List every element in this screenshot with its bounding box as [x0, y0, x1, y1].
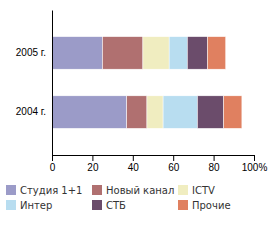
- legend-item: СТБ: [92, 200, 126, 211]
- bar: [197, 96, 223, 129]
- tick: 40: [128, 155, 140, 173]
- legend-item: Прочие: [178, 200, 231, 211]
- tick: 60: [168, 155, 180, 173]
- tick-mark: [254, 155, 255, 161]
- legend-label: Новый канал: [106, 185, 174, 196]
- bar: [103, 37, 143, 70]
- tick-label: 80: [209, 162, 221, 173]
- series: [103, 37, 147, 129]
- tick: 80: [209, 155, 221, 173]
- bar: [208, 37, 226, 70]
- y-axis: 2004 г. 2005 г.: [16, 11, 53, 156]
- tick-mark: [92, 155, 93, 161]
- tick-mark: [133, 155, 134, 161]
- bar: [147, 96, 163, 129]
- tick: 2005 г.: [16, 47, 46, 58]
- bar: [187, 37, 207, 70]
- tick-label: 2004 г.: [16, 106, 46, 117]
- legend-swatch: [6, 185, 16, 195]
- tick-label: 60: [168, 162, 180, 173]
- tick-label: 2005 г.: [16, 47, 46, 58]
- legend-swatch: [178, 200, 188, 210]
- tick-label: 40: [128, 162, 140, 173]
- tick: 0: [50, 155, 56, 173]
- axis-line: [53, 156, 255, 162]
- legend-label: СТБ: [106, 200, 126, 211]
- legend-item: Новый канал: [92, 185, 174, 196]
- bar: [52, 37, 103, 70]
- legend-swatch: [92, 200, 102, 210]
- legend-item: Студия 1+1: [6, 185, 82, 196]
- bars: [52, 37, 242, 129]
- tick-label: 0: [50, 162, 56, 173]
- legend-swatch: [6, 200, 16, 210]
- bar: [169, 37, 187, 70]
- axis-line: [52, 11, 53, 156]
- tick: 100%: [242, 155, 268, 173]
- tick-mark: [214, 155, 215, 161]
- legend-swatch: [178, 185, 188, 195]
- legend-label: Интер: [20, 200, 52, 211]
- bar: [143, 37, 169, 70]
- tick-label: 20: [87, 162, 99, 173]
- x-axis: 0 20 40 60 80 100%: [50, 155, 268, 173]
- tick-label: 100%: [242, 162, 268, 173]
- legend-label: Студия 1+1: [20, 185, 82, 196]
- series: [208, 37, 242, 129]
- tick-mark: [173, 155, 174, 161]
- bar: [127, 96, 147, 129]
- legend-swatch: [92, 185, 102, 195]
- bar: [224, 96, 242, 129]
- tick: 2004 г.: [16, 106, 46, 117]
- legend-label: Прочие: [192, 200, 231, 211]
- plot: 0 20 40 60 80 100% 2004 г. 2005 г.: [16, 11, 268, 174]
- tick-mark: [52, 155, 53, 161]
- legend: Студия 1+1 Новый канал ICTV Интер СТБ Прочие: [6, 185, 231, 211]
- bar: [52, 96, 127, 129]
- bar: [163, 96, 197, 129]
- legend-item: Интер: [6, 200, 52, 211]
- chart: 0 20 40 60 80 100% 2004 г. 2005 г. Студия 1+1 Нов…: [0, 0, 270, 225]
- tick: 20: [87, 155, 99, 173]
- legend-label: ICTV: [192, 185, 215, 196]
- legend-item: ICTV: [178, 185, 215, 196]
